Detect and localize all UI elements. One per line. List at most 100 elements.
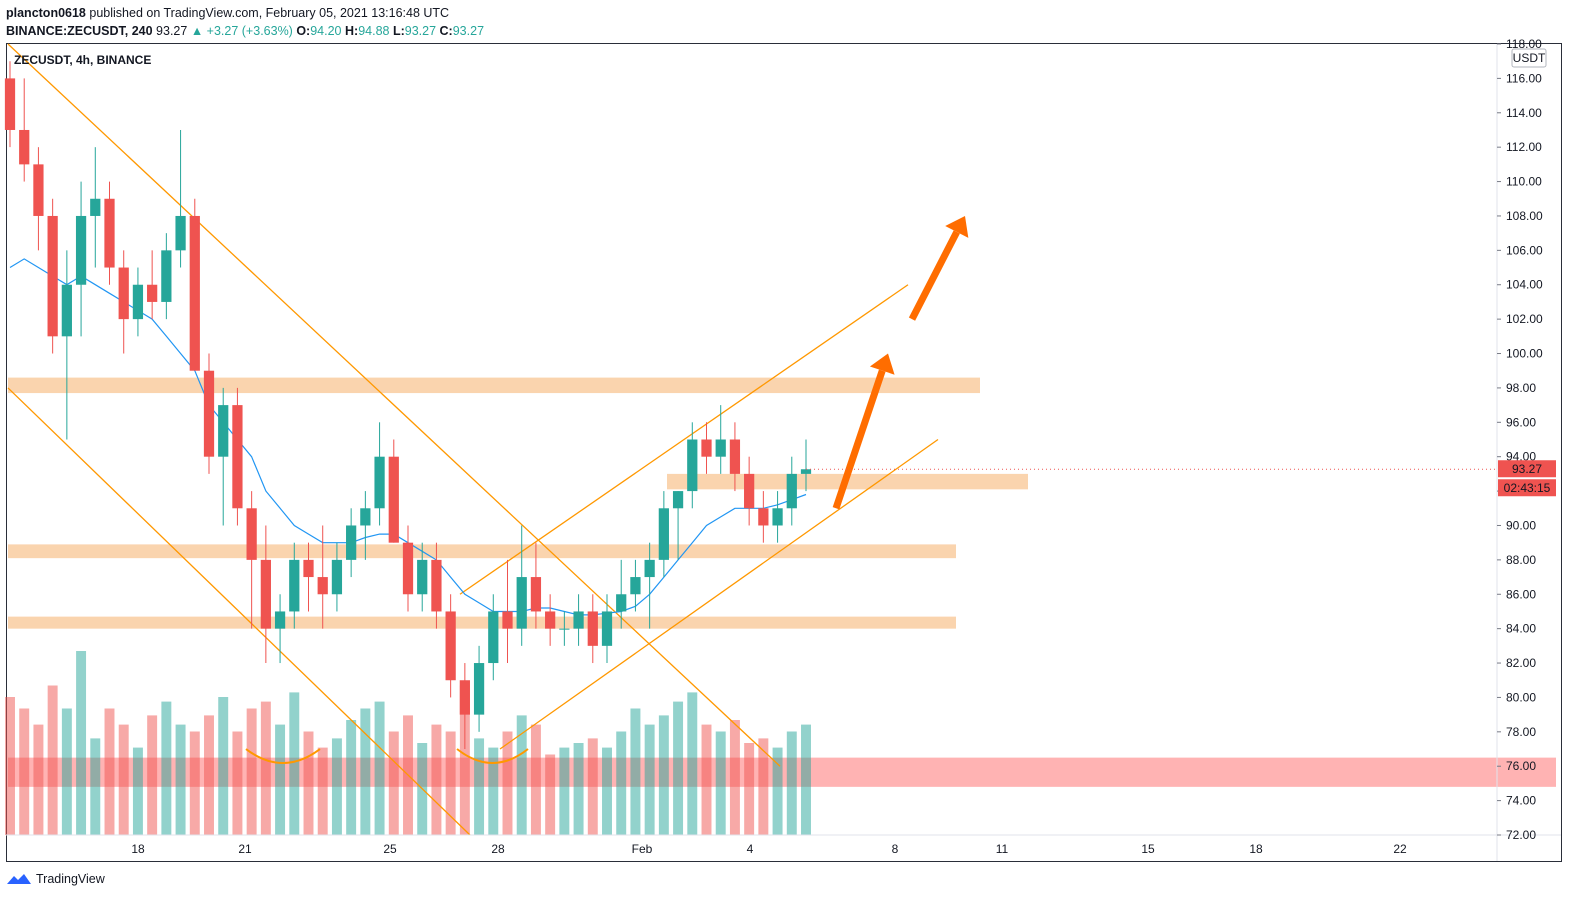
currency-label: USDT [1513, 51, 1546, 65]
candle-body [61, 284, 72, 337]
candle-body [33, 164, 44, 216]
volume-bar [459, 685, 470, 835]
volume-bar [76, 651, 87, 835]
volume-bar [729, 720, 740, 835]
volume-bar [19, 708, 30, 835]
x-tick-label: 28 [491, 842, 505, 856]
volume-bar [260, 701, 271, 835]
volume-bar [644, 724, 655, 835]
candle-body [729, 439, 741, 474]
candle-body [331, 559, 343, 595]
countdown-box [1498, 479, 1556, 497]
volume-bar [602, 747, 612, 835]
volume-bar [474, 738, 485, 835]
volume-bar [616, 731, 627, 835]
last-price: 93.27 [156, 24, 188, 38]
volume-bar [360, 708, 371, 835]
low-value: 93.27 [404, 24, 437, 38]
volume-bar [502, 731, 513, 835]
currency-box [1511, 48, 1547, 68]
candle-body [672, 491, 684, 509]
candle-body [388, 456, 399, 543]
volume-bar [445, 731, 456, 835]
candle-body [402, 542, 414, 595]
y-tick-label: 78.00 [1506, 725, 1536, 739]
volume-bar [132, 747, 143, 835]
candle-body [19, 129, 30, 165]
high-label: H: [344, 24, 359, 38]
y-tick-label: 118.00 [1506, 37, 1542, 51]
candle-body [772, 508, 783, 526]
tradingview-logo-icon [7, 874, 31, 884]
volume-bar [673, 701, 684, 835]
channel-up-upper [459, 284, 909, 595]
volume-bar [346, 720, 357, 835]
volume-bar [104, 708, 115, 835]
x-tick-label: 22 [1393, 842, 1407, 856]
channel-up-lower [499, 438, 939, 750]
candle-body [189, 215, 200, 371]
y-tick-label: 100.00 [1506, 347, 1543, 361]
candle-body [630, 577, 641, 595]
candle-body [246, 508, 257, 560]
volume-bar [431, 724, 442, 835]
volume-bar [786, 731, 797, 835]
channel-down-upper [7, 43, 781, 767]
candle-body [530, 577, 542, 612]
arrow-shaft [832, 369, 886, 510]
candle-body [118, 267, 129, 320]
candle-body [601, 611, 613, 646]
channel-down-lower [7, 387, 471, 836]
volume-bar [189, 731, 200, 835]
volume-bar [516, 715, 527, 835]
candle-body [459, 680, 470, 715]
volume-bar [658, 715, 669, 835]
y-tick-label: 112.00 [1506, 140, 1542, 154]
rounded-bottom-curve [456, 748, 529, 765]
volume-bar [118, 724, 129, 835]
published-text: published on TradingView.com, February 0… [89, 6, 450, 20]
volume-bar [204, 715, 214, 835]
volume-bar [801, 724, 811, 835]
x-tick-label: 18 [1249, 842, 1263, 856]
volume-bar [5, 697, 15, 835]
volume-bar [289, 692, 300, 835]
y-tick-label: 96.00 [1506, 415, 1536, 429]
candle-body [488, 611, 499, 664]
y-tick-label: 76.00 [1506, 759, 1536, 773]
volume-bar [317, 747, 328, 835]
candle-body [203, 370, 215, 457]
y-tick-label: 82.00 [1506, 656, 1536, 670]
resistance-zone [8, 544, 956, 559]
candle-body [800, 469, 812, 474]
x-tick-label: 4 [747, 842, 754, 856]
volume-bar [161, 701, 172, 835]
x-tick-label: 15 [1141, 842, 1155, 856]
candle-body [573, 611, 584, 629]
volume-bar [488, 747, 499, 835]
candle-body [587, 611, 598, 646]
brand-label[interactable]: TradingView [36, 872, 105, 886]
low-label: L: [392, 24, 405, 38]
volume-bar [90, 738, 101, 835]
volume-bar [772, 747, 783, 835]
x-tick-label: Feb [632, 842, 653, 856]
volume-bar [587, 738, 598, 835]
candle-body [274, 611, 286, 629]
volume-bar [275, 724, 286, 835]
x-tick-label: 18 [131, 842, 145, 856]
y-tick-label: 102.00 [1506, 312, 1543, 326]
candle-body [658, 508, 669, 560]
y-tick-label: 90.00 [1506, 518, 1536, 532]
volume-bar [687, 692, 698, 835]
y-tick-label: 80.00 [1506, 690, 1536, 704]
candle-body [47, 215, 58, 337]
candle-body [90, 198, 101, 216]
candle-body [260, 559, 271, 629]
open-value: 94.20 [310, 24, 342, 38]
author[interactable]: plancton0618 [6, 6, 86, 20]
chart-frame[interactable] [6, 43, 1562, 862]
candle-body [786, 473, 797, 509]
candle-body [346, 525, 357, 560]
